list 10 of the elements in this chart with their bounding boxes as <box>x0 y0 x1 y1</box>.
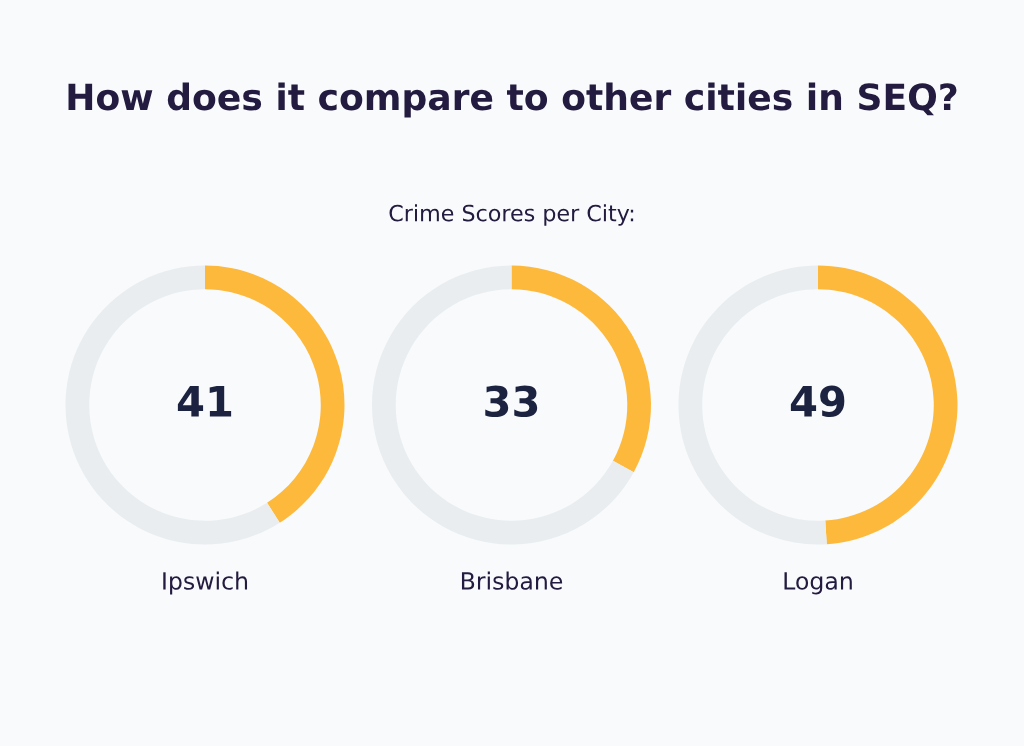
chart-subtitle: Crime Scores per City: <box>389 204 634 226</box>
chart-title: How does it compare to other cities in SEQ? <box>68 82 957 118</box>
donut-slice <box>372 265 634 545</box>
data-label: 41 <box>177 386 232 417</box>
data-label: 33 <box>485 385 538 418</box>
text: Logan <box>784 572 852 595</box>
donut-slice <box>65 265 280 545</box>
text: Brisbane <box>461 571 563 590</box>
data-label: 49 <box>790 385 845 418</box>
text: Ipswich <box>163 571 248 595</box>
